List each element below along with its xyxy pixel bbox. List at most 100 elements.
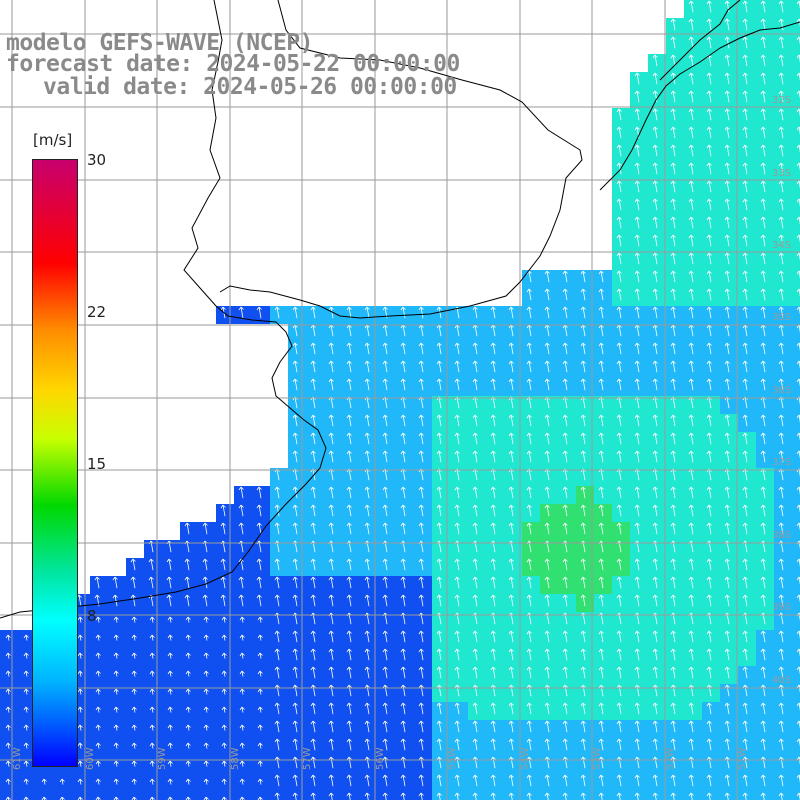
- wind-arrow: [508, 792, 514, 800]
- wind-arrow: [436, 504, 442, 517]
- wind-cell: [432, 738, 450, 756]
- wind-cell: [522, 540, 540, 558]
- wind-arrow: [706, 378, 712, 391]
- wind-arrow: [292, 360, 298, 373]
- wind-arrow: [580, 450, 586, 463]
- wind-cell: [684, 360, 702, 378]
- wind-cell: [378, 774, 396, 792]
- wind-arrow: [634, 90, 640, 103]
- wind-cell: [666, 432, 684, 450]
- wind-cell: [666, 630, 684, 648]
- wind-cell: [540, 360, 558, 378]
- wind-cell: [324, 558, 342, 576]
- wind-cell: [342, 540, 360, 558]
- wind-arrow: [742, 486, 748, 499]
- wind-cell: [342, 648, 360, 666]
- wind-arrow: [796, 306, 800, 315]
- wind-cell: [270, 486, 288, 504]
- wind-arrow: [670, 342, 676, 355]
- wind-cell: [666, 216, 684, 234]
- wind-cell: [684, 720, 702, 738]
- wind-arrow: [760, 126, 766, 139]
- wind-cell: [504, 630, 522, 648]
- wind-arrow: [688, 792, 694, 800]
- wind-cell: [360, 414, 378, 432]
- wind-cell: [684, 126, 702, 144]
- wind-cell: [756, 720, 774, 738]
- wind-arrow: [472, 792, 478, 800]
- wind-arrow: [796, 738, 800, 747]
- wind-arrow: [544, 774, 550, 787]
- wind-arrow: [544, 360, 550, 373]
- wind-cell: [630, 234, 648, 252]
- wind-arrow: [77, 616, 83, 623]
- wind-cell: [162, 558, 180, 576]
- wind-arrow: [598, 270, 604, 283]
- wind-cell: [630, 270, 648, 288]
- wind-cell: [720, 36, 738, 54]
- wind-cell: [522, 342, 540, 360]
- wind-arrow: [670, 288, 676, 301]
- wind-arrow: [257, 670, 263, 677]
- wind-cell: [666, 324, 684, 342]
- wind-cell: [666, 702, 684, 720]
- wind-cell: [774, 432, 792, 450]
- wind-cell: [684, 774, 702, 792]
- wind-cell: [720, 288, 738, 306]
- wind-arrow: [760, 576, 766, 589]
- wind-cell: [414, 504, 432, 522]
- wind-arrow: [221, 670, 227, 677]
- wind-arrow: [778, 432, 784, 445]
- wind-arrow: [346, 738, 352, 751]
- wind-cell: [252, 558, 270, 576]
- wind-cell: [792, 270, 800, 288]
- wind-arrow: [274, 558, 280, 571]
- wind-cell: [738, 738, 756, 756]
- wind-arrow: [364, 342, 370, 355]
- wind-arrow: [778, 648, 784, 661]
- wind-cell: [360, 396, 378, 414]
- wind-cell: [792, 540, 800, 558]
- wind-arrow: [221, 634, 227, 641]
- wind-arrow: [436, 558, 442, 571]
- wind-cell: [648, 324, 666, 342]
- wind-arrow: [634, 270, 640, 283]
- wind-cell: [450, 648, 468, 666]
- wind-cell: [378, 342, 396, 360]
- wind-cell: [324, 594, 342, 612]
- wind-arrow: [544, 792, 550, 800]
- wind-arrow: [472, 504, 478, 517]
- wind-arrow: [256, 306, 262, 319]
- wind-arrow: [167, 634, 173, 641]
- wind-cell: [450, 522, 468, 540]
- wind-cell: [576, 396, 594, 414]
- wind-cell: [684, 18, 702, 36]
- wind-cell: [504, 378, 522, 396]
- wind-arrow: [742, 36, 748, 49]
- wind-cell: [450, 576, 468, 594]
- wind-cell: [576, 648, 594, 666]
- wind-cell: [774, 576, 792, 594]
- wind-arrow: [149, 742, 155, 749]
- wind-arrow: [364, 558, 370, 571]
- wind-cell: [558, 270, 576, 288]
- wind-cell: [792, 342, 800, 360]
- wind-cell: [486, 486, 504, 504]
- coastline-north: [219, 0, 583, 319]
- wind-cell: [234, 486, 252, 504]
- wind-cell: [684, 306, 702, 324]
- wind-cell: [774, 792, 792, 800]
- wind-arrow: [328, 594, 334, 607]
- wind-arrow: [149, 616, 155, 623]
- wind-cell: [648, 738, 666, 756]
- wind-arrow: [688, 630, 694, 643]
- wind-cell: [648, 144, 666, 162]
- wind-arrow: [382, 522, 388, 535]
- wind-cell: [630, 468, 648, 486]
- wind-arrow: [742, 306, 748, 319]
- wind-arrow: [418, 576, 424, 589]
- wind-cell: [792, 0, 800, 18]
- wind-arrow: [760, 18, 766, 31]
- wind-arrow: [131, 652, 137, 659]
- wind-arrow: [203, 634, 209, 641]
